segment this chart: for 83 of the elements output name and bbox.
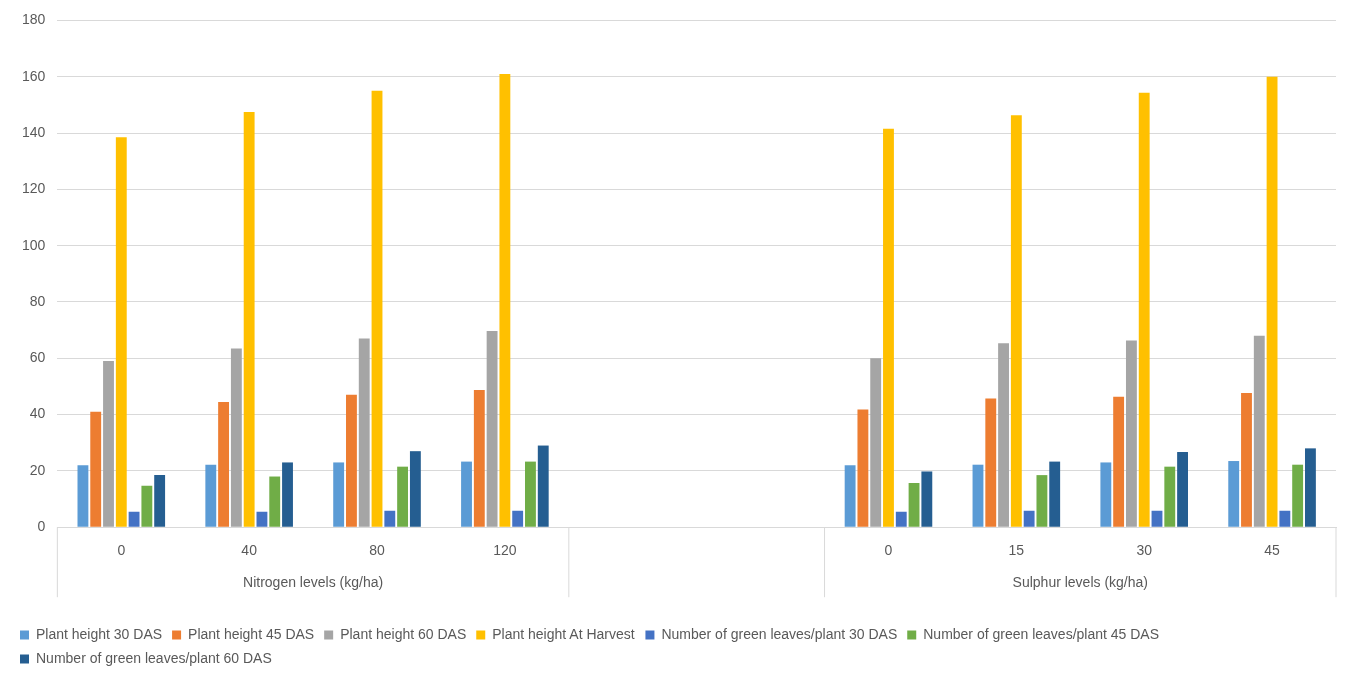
bar <box>461 461 472 527</box>
x-tick-label: 40 <box>241 542 258 559</box>
bar <box>1292 464 1304 527</box>
bar <box>1125 340 1137 527</box>
x-tick-label: 0 <box>884 542 893 559</box>
bar <box>90 411 102 527</box>
bar <box>525 461 536 527</box>
bar <box>205 464 217 527</box>
y-tick-label: 100 <box>22 236 46 253</box>
text: Sulphur levels (kg/ha) <box>1012 574 1148 591</box>
bar <box>358 338 370 527</box>
bar <box>883 128 894 527</box>
bar <box>1304 448 1316 527</box>
bar <box>985 398 997 527</box>
bar <box>1023 510 1035 527</box>
bar <box>921 471 933 527</box>
legend-label: Number of green leaves/plant 60 DAS <box>36 649 272 666</box>
bar <box>1266 76 1278 527</box>
bar <box>128 511 140 527</box>
bar <box>141 485 153 527</box>
bar <box>512 510 524 527</box>
x-tick-label: 45 <box>1264 542 1281 559</box>
y-tick-label: 160 <box>22 67 46 84</box>
text: Nitrogen levels (kg/ha) <box>243 574 384 591</box>
y-tick-label: 120 <box>22 180 46 197</box>
legend-label: Plant height 60 DAS <box>340 625 467 642</box>
bar <box>486 330 498 527</box>
legend-label: Number of green leaves/plant 30 DAS <box>661 625 898 642</box>
bar <box>1279 510 1291 527</box>
bar <box>870 358 882 527</box>
bar <box>1164 466 1176 527</box>
y-tick-label: 80 <box>29 292 46 309</box>
bar <box>218 401 230 527</box>
bar <box>1241 392 1252 527</box>
bar <box>908 483 920 527</box>
x-tick-label: 120 <box>493 542 517 559</box>
bar <box>1010 115 1022 527</box>
bar <box>473 390 485 527</box>
x-tick-label: 0 <box>117 542 126 559</box>
bar <box>1100 462 1112 527</box>
bar <box>371 90 383 527</box>
bar <box>1138 92 1150 527</box>
bar <box>346 394 357 527</box>
bar <box>115 137 127 527</box>
bar <box>77 465 89 527</box>
bar <box>1177 452 1188 527</box>
bar <box>998 343 1009 527</box>
x-tick-label: 80 <box>369 542 386 559</box>
legend-label: Number of green leaves/plant 45 DAS <box>923 625 1160 642</box>
bar <box>972 464 984 527</box>
bar <box>1049 461 1061 527</box>
y-tick-label: 40 <box>29 405 46 422</box>
x-tick-label: 30 <box>1136 542 1153 559</box>
bar <box>256 511 268 527</box>
bar <box>499 73 511 527</box>
bar <box>269 476 281 527</box>
bar <box>895 511 907 527</box>
bar <box>857 409 869 527</box>
legend-label: Plant height 30 DAS <box>36 625 163 642</box>
y-tick-label: 180 <box>22 11 46 28</box>
bar <box>1228 461 1240 527</box>
bar <box>537 445 549 527</box>
bar <box>409 451 421 527</box>
bar <box>230 348 242 527</box>
bar <box>243 111 255 527</box>
x-tick-label: 15 <box>1008 542 1025 559</box>
bar <box>282 462 293 527</box>
bar <box>1036 475 1048 527</box>
legend-label: Plant height At Harvest <box>492 625 635 642</box>
y-tick-label: 60 <box>29 349 46 366</box>
y-tick-label: 0 <box>37 518 46 535</box>
bar <box>154 475 166 527</box>
y-tick-label: 20 <box>29 461 46 478</box>
bar <box>384 510 396 527</box>
bar <box>1151 510 1163 527</box>
bar <box>397 466 409 527</box>
bar <box>844 465 856 527</box>
legend-label: Plant height 45 DAS <box>188 625 315 642</box>
bar <box>103 361 114 527</box>
y-tick-label: 140 <box>22 123 46 140</box>
bar <box>333 462 345 527</box>
bar <box>1253 335 1265 527</box>
bar <box>1113 396 1125 527</box>
